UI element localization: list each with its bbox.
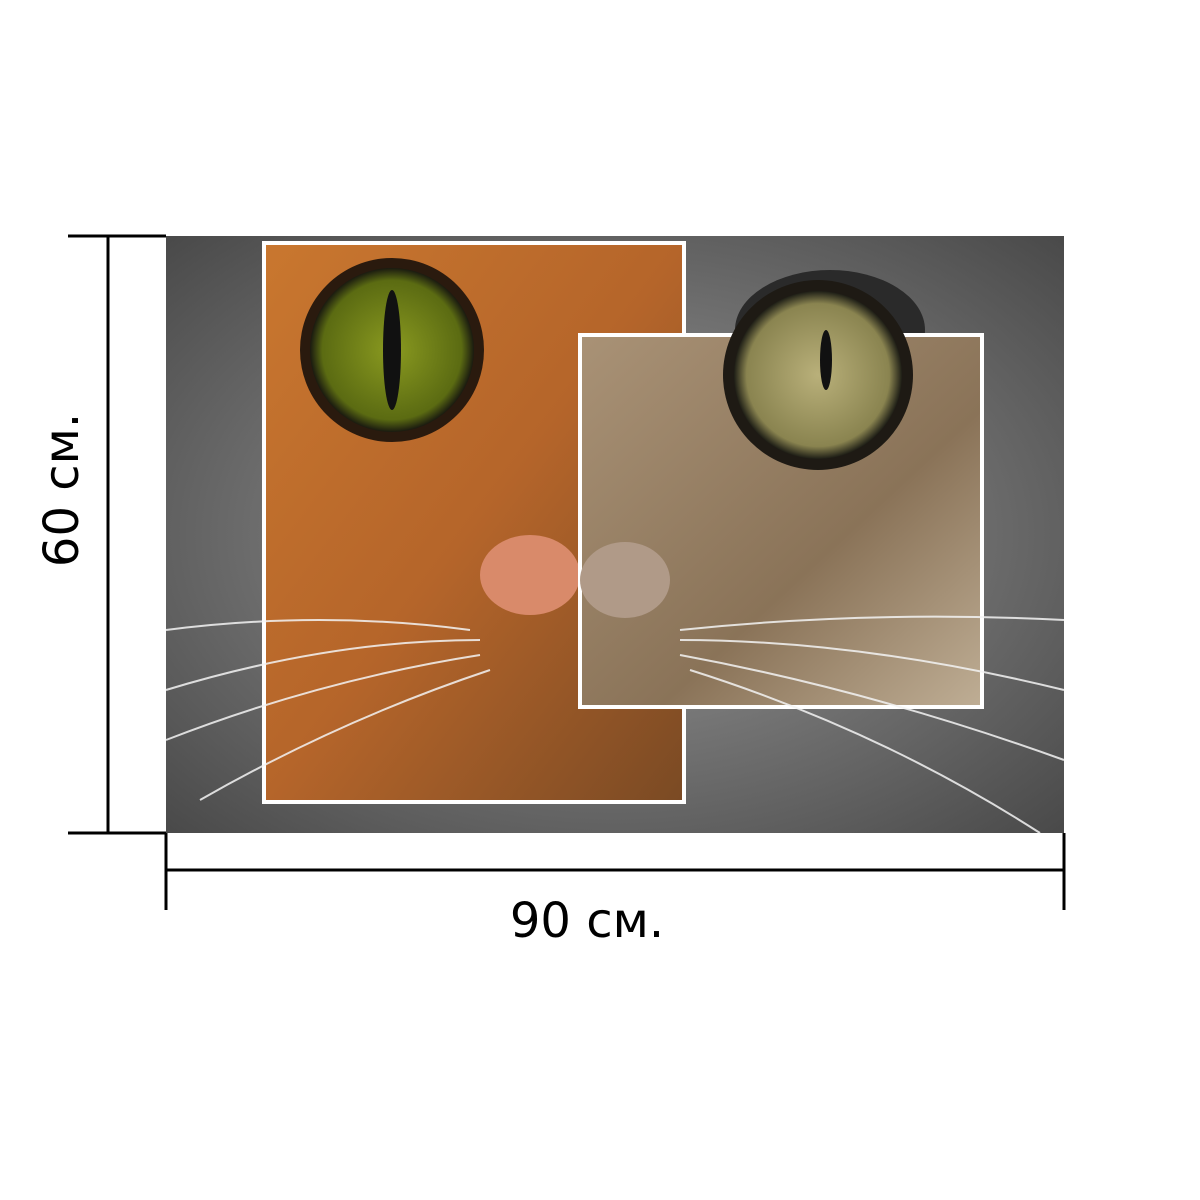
photo bbox=[165, 236, 1065, 834]
right-pupil bbox=[820, 330, 832, 390]
height-label: 60 см. bbox=[34, 413, 90, 567]
left-nose bbox=[480, 535, 580, 615]
width-label: 90 см. bbox=[510, 893, 664, 949]
height-dimension: 60 см. bbox=[34, 234, 166, 835]
left-pupil bbox=[383, 290, 401, 410]
whiskers bbox=[165, 615, 1065, 834]
right-eye bbox=[734, 291, 902, 459]
right-nose bbox=[580, 542, 670, 618]
width-dimension: 90 см. bbox=[164, 833, 1066, 949]
